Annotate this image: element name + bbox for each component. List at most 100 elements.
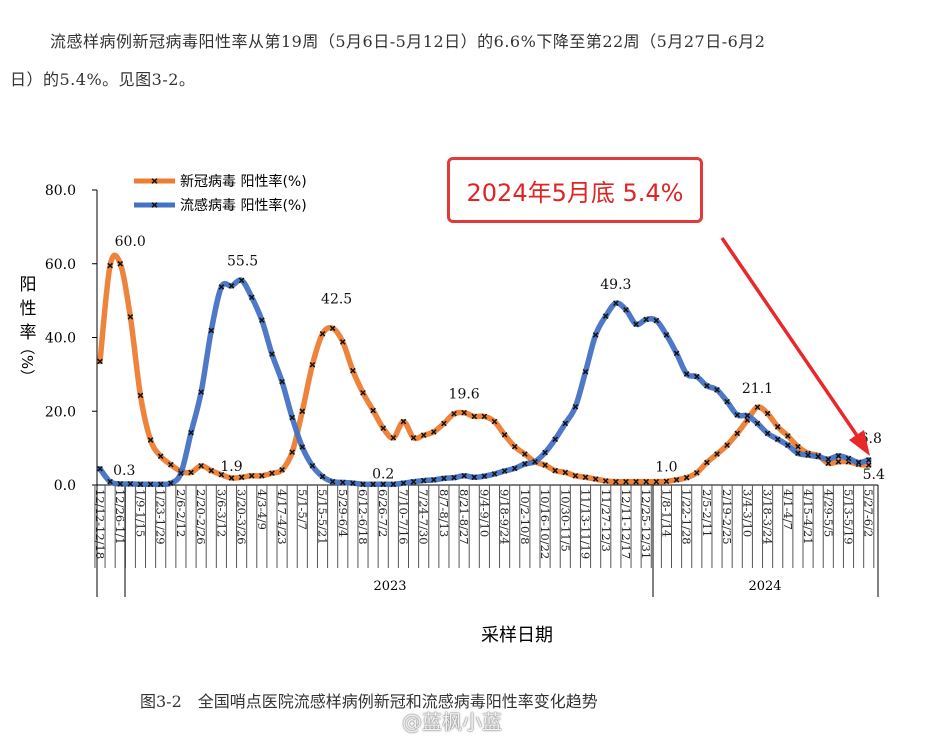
x-tick-label: 8/7-8/13 [437,489,451,537]
covid-point [592,476,599,482]
arrow-head-icon [849,430,870,456]
x-tick-label: 5/1-5/7 [295,489,309,530]
flu-point [835,453,842,459]
covid-point [167,461,174,468]
x-tick-label: 10/2-10/8 [518,489,532,545]
covid-point [562,469,569,476]
flu-point [764,430,771,437]
covid-point [501,432,508,438]
flu-point [855,459,862,466]
x-tick-label: 7/24-7/30 [417,489,431,545]
covid-point [734,430,741,437]
covid-point [764,410,771,417]
x-tick-label: 8/21-8/27 [457,489,471,545]
flu-point [400,480,407,486]
x-tick-label: 4/3-4/9 [255,489,269,530]
flu-point [97,465,103,472]
x-tick-label: 4/29-5/5 [821,489,835,537]
flu-point [784,442,791,449]
flu-point [339,479,346,486]
flu-point [633,321,639,328]
covid-point [208,467,215,474]
flu-point [299,444,306,450]
covid-point [521,451,528,457]
covid-point [390,434,397,441]
covid-point [370,407,376,414]
covid-point [127,314,134,320]
covid-point [633,478,639,485]
covid-point [410,434,417,441]
flu-point [117,481,124,487]
data-label: 1.0 [655,459,677,475]
flu-point [602,313,609,319]
covid-point [704,459,710,466]
covid-point [451,411,457,417]
flu-point [178,470,184,477]
covid-point [602,478,609,484]
covid-point [754,404,761,411]
flu-point [329,478,336,485]
data-label: 60.0 [115,234,146,250]
covid-point [542,462,548,468]
y-tick-label: 20.0 [45,404,76,420]
flu-point [613,300,619,307]
x-tick-label: 2/5-2/11 [700,489,714,537]
y-axis-label-4: （%） [18,340,36,384]
covid-point [471,413,478,420]
x-tick-label: 12/25-12/31 [639,489,653,559]
covid-point [481,413,488,420]
covid-point [643,478,650,485]
x-tick-label: 2/6-2/12 [174,489,188,537]
x-tick-label: 12/26-1/1 [113,489,127,545]
data-label: 5.4 [863,467,885,483]
covid-point [784,433,791,439]
covid-point [663,478,670,485]
legend-covid-label: 新冠病毒 阳性率(%) [180,173,307,190]
flu-point [451,474,457,481]
flu-point [683,371,690,377]
y-tick-label: 40.0 [45,331,76,347]
flu-point [127,481,134,487]
flu-point [643,316,650,323]
year-label-2024: 2024 [748,579,781,594]
x-tick-label: 1/8-1/14 [659,489,673,537]
covid-point [774,423,781,430]
covid-point [259,472,265,479]
covid-point [552,467,559,474]
legend-flu-label: 流感病毒 阳性率(%) [180,197,307,214]
flu-point [319,473,326,480]
x-tick-label: 3/6-3/12 [214,489,228,537]
covid-point [269,470,275,477]
x-tick-label: 2/20-2/26 [194,489,208,545]
watermark: @蓝枫小蓝 [402,710,502,734]
flu-point [471,474,478,481]
flu-point [350,480,356,486]
covid-point [441,420,447,427]
flu-point [461,472,467,479]
x-tick-label: 12/11-12/17 [619,489,633,559]
y-axis-label-2: 性 [20,299,37,319]
covid-point [360,389,366,396]
x-tick-label: 3/18-3/24 [761,489,775,545]
covid-point [117,260,124,267]
flu-point [724,398,730,405]
covid-point [673,477,680,483]
flu-point [188,429,194,436]
figure-caption: 图3-2 全国哨点医院流感样病例新冠和流感病毒阳性率变化趋势 [140,692,598,711]
flu-point [552,436,559,443]
x-tick-label: 5/29-6/4 [336,489,350,537]
y-axis-label-3: 率 [20,323,37,343]
covid-point [430,429,437,435]
flu-point [248,294,255,301]
covid-point [279,467,285,473]
flu-point [653,317,660,324]
covid-point [400,418,407,425]
flu-point [511,465,518,472]
covid-point [289,449,296,456]
flu-point [805,452,811,458]
flu-point [623,307,629,313]
flu-point [370,481,376,488]
x-tick-label: 6/26-7/2 [376,489,390,537]
covid-point [491,418,498,425]
